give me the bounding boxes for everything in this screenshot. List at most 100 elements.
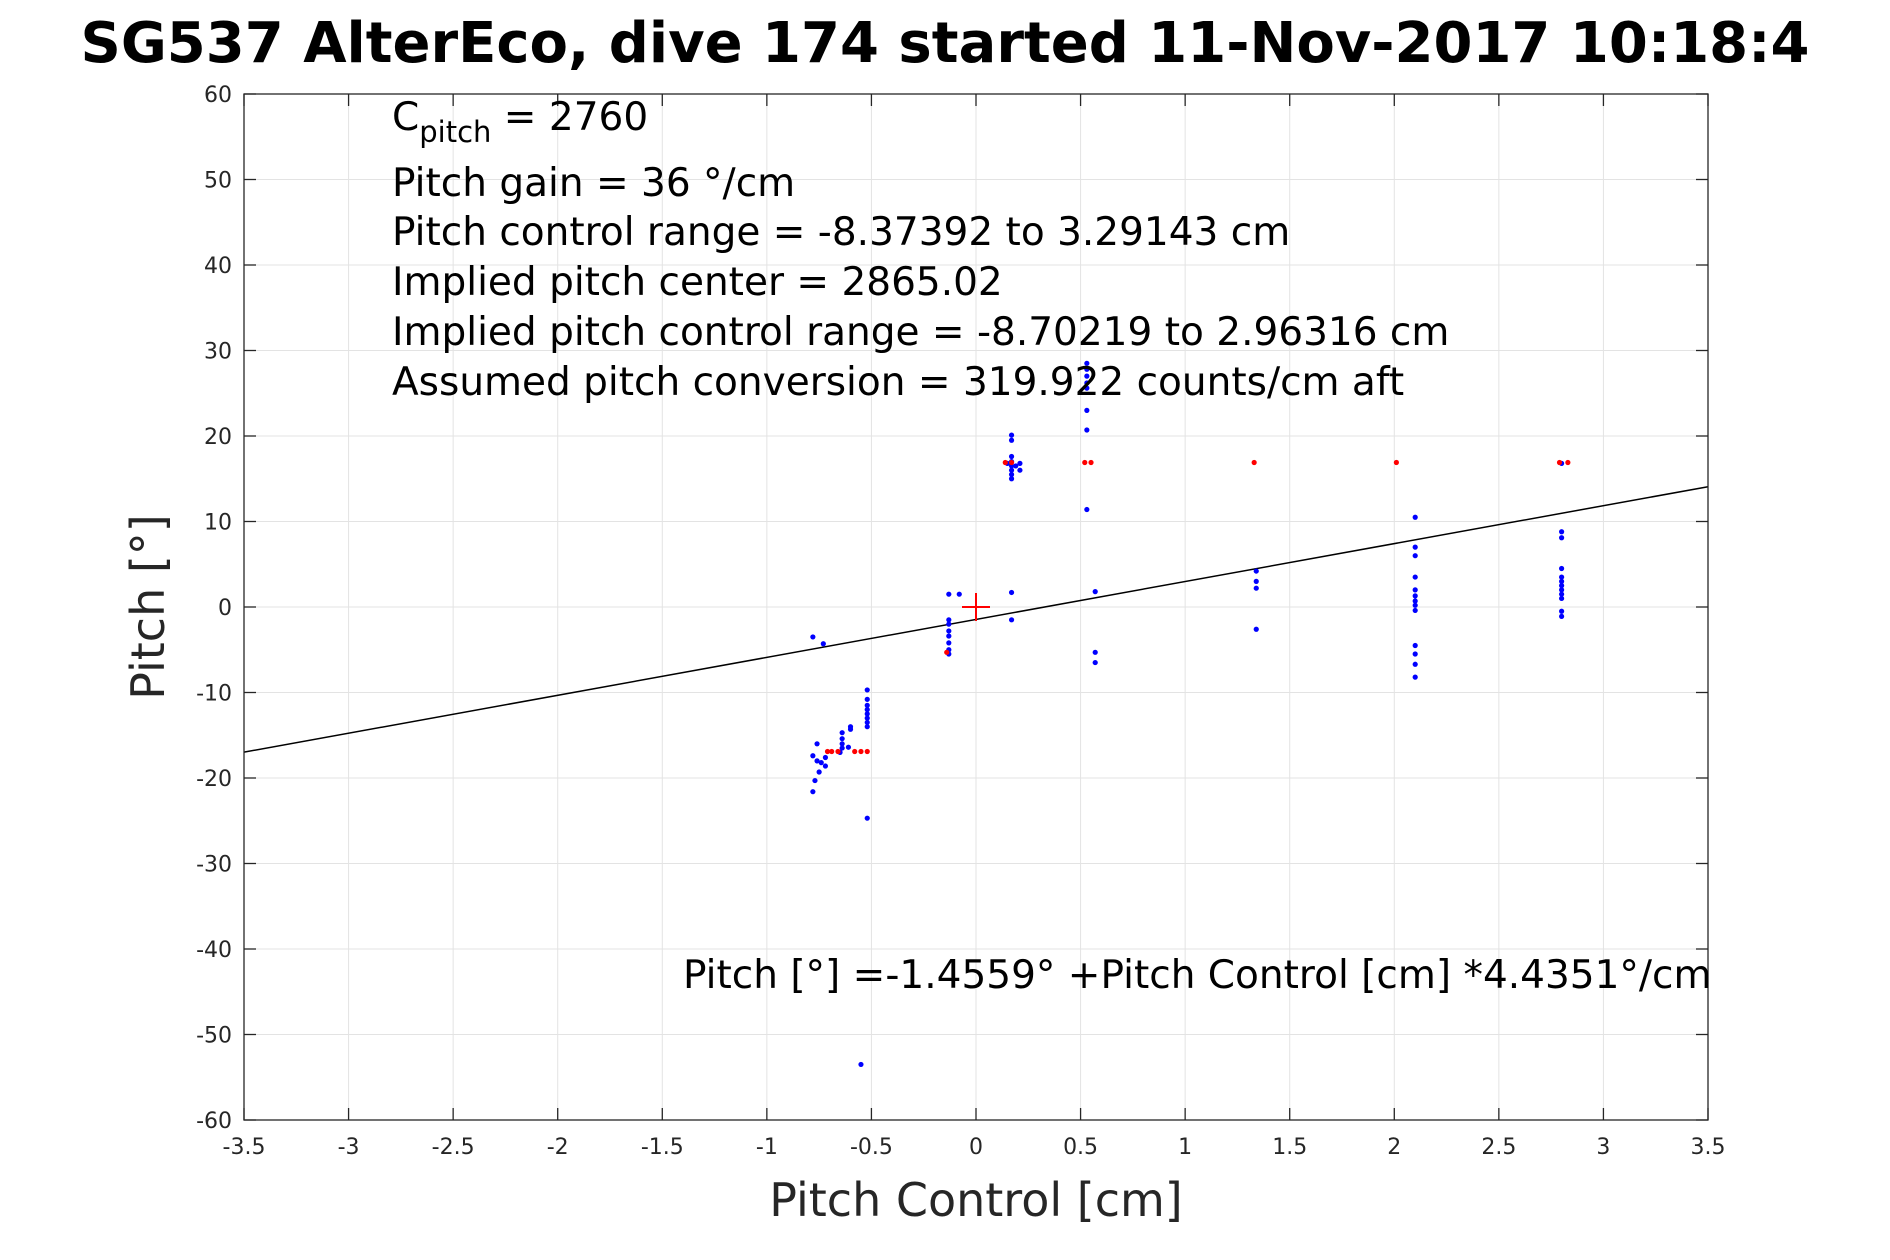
data-point xyxy=(864,719,870,726)
y-tick-label: -50 xyxy=(196,1024,232,1049)
data-point xyxy=(1412,651,1418,657)
x-tick-label: 2 xyxy=(1387,1135,1401,1160)
y-tick-label: -10 xyxy=(196,682,232,707)
data-point xyxy=(946,621,952,627)
data-point xyxy=(839,730,845,736)
data-point xyxy=(864,724,870,730)
y-tick-label: 30 xyxy=(204,340,232,365)
data-point xyxy=(1559,608,1565,614)
data-point xyxy=(1412,574,1418,580)
x-tick-label: -0.5 xyxy=(850,1135,893,1160)
x-tick-label: 1.5 xyxy=(1272,1135,1307,1160)
data-point xyxy=(1559,595,1565,602)
data-point xyxy=(1559,583,1565,589)
data-point xyxy=(864,748,870,755)
assumed-pitch-conversion-annotation: Assumed pitch conversion = 319.922 count… xyxy=(392,360,1404,405)
data-point xyxy=(946,633,952,639)
series-0 xyxy=(810,360,1565,1068)
data-point xyxy=(1559,591,1565,597)
data-point xyxy=(1008,476,1015,482)
data-point xyxy=(946,640,952,646)
data-point xyxy=(1559,613,1565,620)
data-point xyxy=(1008,453,1015,460)
data-point xyxy=(1559,578,1565,584)
x-tick-label: -1 xyxy=(756,1135,778,1160)
data-point xyxy=(1412,544,1418,550)
fit-equation-annotation: Pitch [°] =-1.4559° +Pitch Control [cm] … xyxy=(683,953,1711,998)
data-point xyxy=(1253,578,1259,584)
data-point xyxy=(864,702,870,708)
data-point xyxy=(1412,598,1418,604)
data-point xyxy=(1412,593,1418,599)
data-point xyxy=(1559,565,1565,572)
x-tick-label: 1 xyxy=(1178,1135,1192,1160)
data-point xyxy=(810,634,816,640)
x-tick-label: -2 xyxy=(547,1135,569,1160)
data-point xyxy=(944,649,950,655)
data-point xyxy=(1412,602,1418,608)
y-tick-label: -20 xyxy=(196,767,232,792)
data-point xyxy=(816,769,822,775)
data-point xyxy=(847,726,854,732)
data-point xyxy=(814,758,820,764)
data-point xyxy=(1556,459,1563,466)
data-point xyxy=(1092,649,1098,655)
data-point xyxy=(1008,471,1015,478)
x-tick-label: 3 xyxy=(1596,1135,1610,1160)
data-point xyxy=(1008,432,1015,438)
data-point xyxy=(1092,589,1098,595)
data-point xyxy=(1017,460,1023,466)
data-point xyxy=(839,741,845,747)
data-point xyxy=(1251,459,1257,466)
data-point xyxy=(1002,459,1008,466)
data-point xyxy=(1084,385,1090,391)
data-point xyxy=(864,687,870,693)
x-tick-label: 0 xyxy=(969,1135,983,1160)
annotation-block: Cpitch = 2760 Pitch gain = 36 °/cm Pitch… xyxy=(392,95,1711,998)
data-point xyxy=(1559,535,1565,541)
data-point xyxy=(1412,607,1418,614)
y-tick-label: 20 xyxy=(204,425,232,450)
data-point xyxy=(864,715,870,721)
data-point xyxy=(858,1061,864,1068)
data-point xyxy=(1412,674,1418,680)
data-point xyxy=(1084,506,1090,513)
data-point xyxy=(864,707,870,713)
y-tick-label: 60 xyxy=(204,83,232,108)
c-pitch-value: = 2760 xyxy=(491,95,648,140)
data-point xyxy=(829,748,835,755)
y-tick-label: -30 xyxy=(196,853,232,878)
c-pitch-main: C xyxy=(392,95,419,140)
data-point xyxy=(852,748,858,755)
x-tick-label: 2.5 xyxy=(1481,1135,1516,1160)
c-pitch-annotation: Cpitch = 2760 xyxy=(392,95,648,149)
y-tick-label: -40 xyxy=(196,938,232,963)
y-tick-label: 0 xyxy=(218,596,232,621)
data-point xyxy=(839,745,845,751)
center-marker-group xyxy=(962,593,990,621)
y-tick-label: 50 xyxy=(204,169,232,194)
data-point xyxy=(1084,366,1090,372)
data-point xyxy=(1084,407,1090,413)
data-point xyxy=(839,736,845,742)
x-tick-label: -2.5 xyxy=(432,1135,475,1160)
data-point xyxy=(1412,642,1418,649)
data-point xyxy=(812,777,818,784)
data-point xyxy=(1008,467,1015,473)
data-point xyxy=(956,591,962,597)
data-point xyxy=(1565,459,1571,466)
x-tick-label: -3.5 xyxy=(223,1135,266,1160)
data-point xyxy=(864,815,870,821)
data-point xyxy=(946,628,952,634)
data-point xyxy=(1017,467,1023,473)
pitch-gain-annotation: Pitch gain = 36 °/cm xyxy=(392,161,795,206)
data-point xyxy=(1008,617,1015,623)
chart-title: SG537 AlterEco, dive 174 started 11-Nov-… xyxy=(81,11,1810,76)
data-point xyxy=(1559,574,1565,580)
data-point xyxy=(1084,427,1090,433)
y-tick-label: 40 xyxy=(204,254,232,279)
y-axis-label: Pitch [°] xyxy=(121,514,175,700)
data-point xyxy=(1084,380,1090,386)
data-point xyxy=(1084,360,1090,366)
